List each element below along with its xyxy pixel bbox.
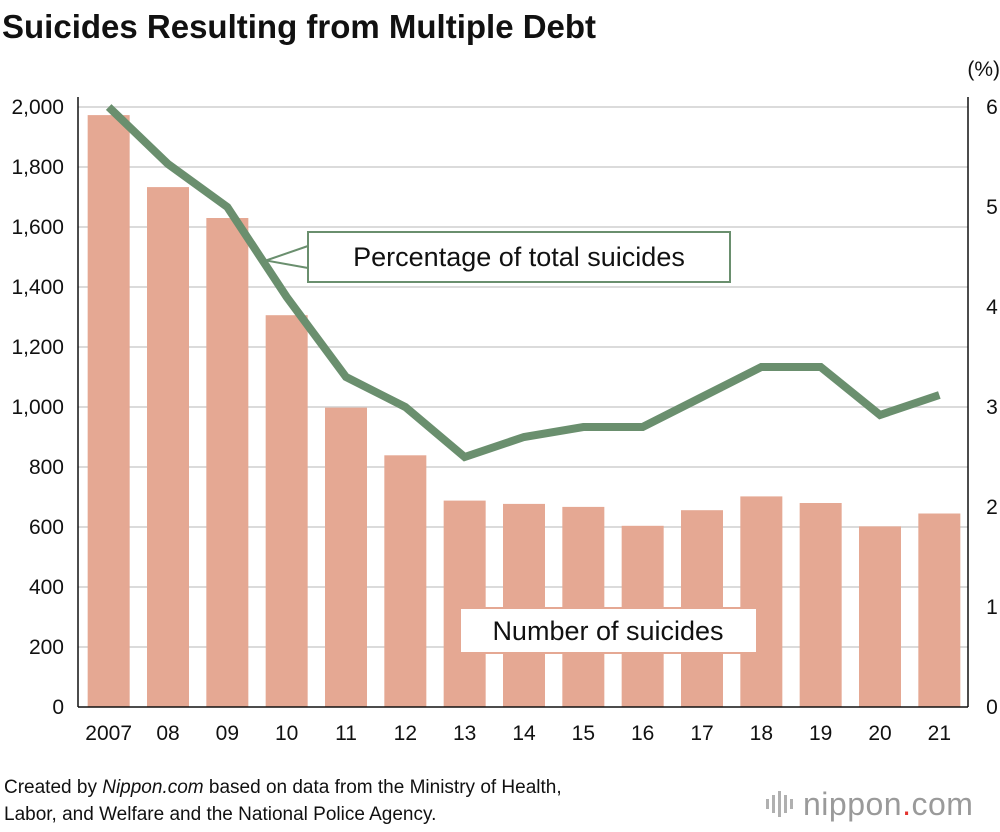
x-tick-label: 11 bbox=[335, 722, 357, 745]
chart-title: Suicides Resulting from Multiple Debt bbox=[2, 8, 596, 45]
x-tick-label: 20 bbox=[868, 722, 891, 745]
logo-domain: com bbox=[911, 785, 974, 822]
x-tick-label: 12 bbox=[394, 722, 417, 745]
bar bbox=[206, 218, 249, 707]
source-prefix: Created by bbox=[4, 777, 103, 798]
y-left-tick-label: 400 bbox=[29, 576, 64, 599]
bar-callout-label: Number of suicides bbox=[492, 616, 723, 646]
logo-wordmark: nippon.com bbox=[803, 786, 973, 823]
line-callout-pointer bbox=[262, 245, 309, 269]
y-left-tick-label: 800 bbox=[29, 456, 64, 479]
percentage-line bbox=[105, 104, 941, 462]
x-tick-label: 21 bbox=[928, 722, 951, 745]
bar bbox=[147, 187, 189, 708]
x-tick-label: 18 bbox=[750, 722, 773, 745]
source-line2: Labor, and Welfare and the National Poli… bbox=[4, 804, 437, 825]
y-left-tick-label: 1,200 bbox=[11, 336, 64, 359]
bar-callout: Number of suicides bbox=[459, 607, 758, 654]
soundwave-icon bbox=[766, 791, 793, 817]
y-right-tick-label: 2 bbox=[986, 496, 998, 519]
x-tick-label: 09 bbox=[216, 722, 239, 745]
logo-dot: . bbox=[902, 785, 912, 822]
bar bbox=[799, 503, 842, 707]
bar bbox=[859, 526, 901, 707]
x-tick-label: 14 bbox=[512, 722, 536, 745]
bar-callout-box bbox=[459, 607, 758, 654]
bar bbox=[503, 503, 545, 707]
bar bbox=[562, 506, 605, 707]
x-tick-label: 15 bbox=[572, 722, 595, 745]
right-axis-unit-label: (%) bbox=[967, 58, 1000, 81]
source-brand: Nippon.com bbox=[102, 777, 204, 798]
y-right-tick-label: 6 bbox=[986, 96, 998, 119]
y-left-tick-label: 2,000 bbox=[11, 96, 64, 119]
y-right-tick-label: 3 bbox=[986, 396, 998, 419]
logo-name: nippon bbox=[803, 785, 903, 822]
x-tick-label: 16 bbox=[631, 722, 654, 745]
bar bbox=[325, 407, 367, 707]
bar-series bbox=[87, 115, 961, 708]
y-left-tick-label: 1,000 bbox=[11, 396, 64, 419]
bar bbox=[384, 455, 427, 707]
axes: 02004006008001,0001,2001,4001,6001,8002,… bbox=[11, 96, 998, 745]
y-left-tick-label: 0 bbox=[52, 696, 64, 719]
y-left-tick-label: 1,400 bbox=[11, 276, 64, 299]
chart: Suicides Resulting from Multiple Debt (%… bbox=[2, 8, 1000, 745]
line-callout-label: Percentage of total suicides bbox=[353, 242, 685, 272]
y-right-tick-label: 0 bbox=[986, 696, 998, 719]
y-left-tick-label: 1,800 bbox=[11, 156, 64, 179]
line-series bbox=[105, 104, 941, 462]
x-tick-label: 13 bbox=[453, 722, 476, 745]
x-tick-label: 19 bbox=[809, 722, 832, 745]
x-tick-label: 08 bbox=[156, 722, 179, 745]
x-tick-label: 17 bbox=[690, 722, 713, 745]
y-left-tick-label: 1,600 bbox=[11, 216, 64, 239]
bar bbox=[87, 115, 130, 708]
line-callout: Percentage of total suicides bbox=[262, 231, 731, 283]
callouts: Percentage of total suicides Number of s… bbox=[262, 231, 758, 654]
x-tick-label: 2007 bbox=[85, 722, 132, 745]
y-right-tick-label: 1 bbox=[986, 596, 998, 619]
line-callout-box bbox=[307, 231, 731, 283]
x-tick-label: 10 bbox=[275, 722, 298, 745]
source-line1-rest: based on data from the Ministry of Healt… bbox=[203, 777, 562, 798]
y-right-tick-label: 4 bbox=[986, 296, 998, 319]
bar bbox=[443, 500, 486, 707]
y-left-tick-label: 600 bbox=[29, 516, 64, 539]
y-left-tick-label: 200 bbox=[29, 636, 64, 659]
y-right-tick-label: 5 bbox=[986, 196, 998, 219]
bar bbox=[740, 496, 783, 707]
source-note: Created by Nippon.com based on data from… bbox=[4, 774, 562, 828]
bar bbox=[918, 513, 961, 707]
nippon-logo: nippon.com bbox=[766, 784, 973, 824]
bar bbox=[265, 315, 308, 707]
